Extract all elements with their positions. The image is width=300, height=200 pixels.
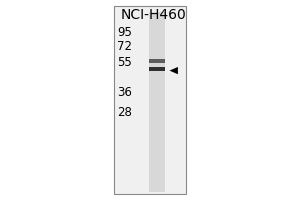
Bar [148, 67, 165, 71]
Text: NCI-H460: NCI-H460 [120, 8, 186, 22]
Bar [114, 6, 186, 194]
Polygon shape [169, 67, 178, 74]
Bar [148, 12, 165, 192]
Bar [148, 59, 165, 63]
Text: 28: 28 [117, 106, 132, 119]
Text: 36: 36 [117, 86, 132, 98]
Text: 72: 72 [117, 40, 132, 53]
Text: 55: 55 [117, 56, 132, 70]
Text: 95: 95 [117, 26, 132, 40]
